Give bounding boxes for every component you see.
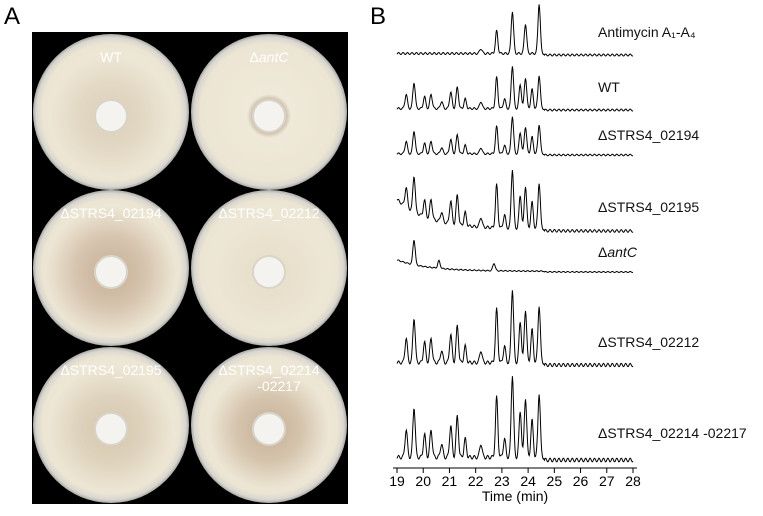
x-axis-label: Time (min) [482,488,548,504]
x-tick-label: 19 [389,473,405,489]
label: -02217 [257,378,301,394]
label: ΔantC [598,244,638,260]
colony [252,255,286,289]
label: WT [598,79,620,95]
chromatogram [396,170,634,233]
label: ΔSTRS4_02195 [60,362,161,378]
x-tick-label: 24 [520,473,536,489]
panel-label: B [370,3,386,30]
label: WT [100,49,122,65]
chromatogram [396,4,634,57]
label: Antimycin A₁-A₄ [598,24,696,40]
label-italic: antC [607,244,637,260]
label: ΔSTRS4_02214 -02217 [598,425,747,441]
label-prefix: Δ [250,49,259,65]
x-tick-label: 22 [468,473,484,489]
chromatogram [396,290,634,368]
x-tick-label: 28 [625,473,641,489]
label: ΔSTRS4_02194 [598,127,699,143]
label: ΔSTRS4_02212 [218,205,319,221]
colony [94,255,128,289]
label: ΔSTRS4_02194 [60,205,161,221]
chromatogram [396,376,634,463]
colony [252,99,286,133]
label: ΔSTRS4_02212 [598,334,699,350]
label-italic: antC [259,49,289,65]
label: ΔSTRS4_02214 [218,362,319,378]
colony [252,412,286,446]
colony [94,99,128,133]
x-tick-label: 27 [599,473,615,489]
colony [94,412,128,446]
x-tick-label: 21 [442,473,458,489]
label: ΔSTRS4_02195 [598,199,699,215]
x-tick-label: 26 [573,473,589,489]
chromatogram [396,66,634,112]
chromatogram [396,116,634,157]
label: ΔantC [250,49,290,65]
x-tick-label: 25 [547,473,563,489]
chromatogram [396,239,634,274]
label-prefix: Δ [598,244,607,260]
x-tick-label: 20 [415,473,431,489]
panel-label: A [4,3,20,30]
x-tick-label: 23 [494,473,510,489]
